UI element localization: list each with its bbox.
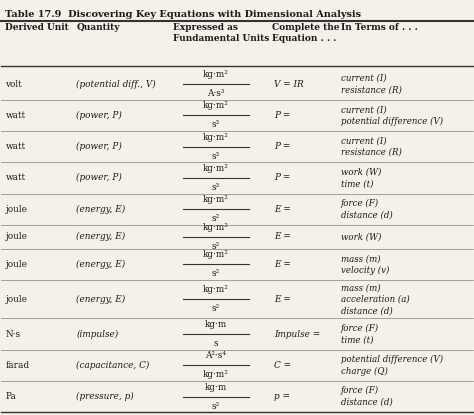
Text: (energy, E): (energy, E) xyxy=(76,205,126,214)
Text: current (I): current (I) xyxy=(341,137,387,145)
Text: force (F): force (F) xyxy=(341,199,379,208)
Text: Expressed as
Fundamental Units: Expressed as Fundamental Units xyxy=(173,23,269,43)
Text: mass (m): mass (m) xyxy=(341,254,381,263)
Text: kg·m²: kg·m² xyxy=(203,101,228,110)
Text: time (t): time (t) xyxy=(341,179,374,188)
Text: (power, P): (power, P) xyxy=(76,111,122,120)
Text: kg·m: kg·m xyxy=(205,320,227,329)
Text: watt: watt xyxy=(5,111,26,120)
Text: N·s: N·s xyxy=(5,330,20,339)
Text: P =: P = xyxy=(274,142,290,151)
Text: s³: s³ xyxy=(212,120,220,129)
Text: kg·m²: kg·m² xyxy=(203,251,228,259)
Text: In Terms of . . .: In Terms of . . . xyxy=(341,23,418,32)
Text: P =: P = xyxy=(274,111,290,120)
Text: current (I): current (I) xyxy=(341,74,387,83)
Text: potential difference (V): potential difference (V) xyxy=(341,117,443,126)
Text: E =: E = xyxy=(274,295,291,304)
Text: kg·m²: kg·m² xyxy=(203,70,228,79)
Text: mass (m): mass (m) xyxy=(341,283,381,292)
Text: Quantity: Quantity xyxy=(76,23,120,32)
Text: s²: s² xyxy=(212,269,220,278)
Text: (capacitance, C): (capacitance, C) xyxy=(76,361,150,370)
Text: s³: s³ xyxy=(212,183,220,192)
Text: volt: volt xyxy=(5,80,22,89)
Text: joule: joule xyxy=(5,295,27,304)
Text: s: s xyxy=(213,339,218,348)
Text: kg·m²: kg·m² xyxy=(203,370,228,379)
Text: distance (d): distance (d) xyxy=(341,398,393,407)
Text: Complete the
Equation . . .: Complete the Equation . . . xyxy=(273,23,340,43)
Text: Pa: Pa xyxy=(5,392,16,401)
Text: kg·m²: kg·m² xyxy=(203,164,228,173)
Text: E =: E = xyxy=(274,232,291,241)
Text: E =: E = xyxy=(274,205,291,214)
Text: resistance (R): resistance (R) xyxy=(341,148,402,157)
Text: joule: joule xyxy=(5,205,27,214)
Text: kg·m²: kg·m² xyxy=(203,133,228,142)
Text: A·s³: A·s³ xyxy=(207,89,224,98)
Text: s²: s² xyxy=(212,304,220,313)
Text: (impulse): (impulse) xyxy=(76,330,118,339)
Text: E =: E = xyxy=(274,260,291,269)
Text: s²: s² xyxy=(212,402,220,410)
Text: kg·m²: kg·m² xyxy=(203,195,228,204)
Text: kg·m²: kg·m² xyxy=(203,285,228,294)
Text: s²: s² xyxy=(212,214,220,223)
Text: watt: watt xyxy=(5,142,26,151)
Text: velocity (v): velocity (v) xyxy=(341,266,389,275)
Text: joule: joule xyxy=(5,232,27,241)
Text: (energy, E): (energy, E) xyxy=(76,295,126,304)
Text: resistance (R): resistance (R) xyxy=(341,85,402,95)
Text: time (t): time (t) xyxy=(341,335,374,344)
Text: watt: watt xyxy=(5,173,26,182)
Text: A²·s⁴: A²·s⁴ xyxy=(205,352,226,360)
Text: s³: s³ xyxy=(212,151,220,161)
Text: Impulse =: Impulse = xyxy=(274,330,320,339)
Text: (energy, E): (energy, E) xyxy=(76,260,126,269)
Text: p =: p = xyxy=(274,392,290,401)
Text: C =: C = xyxy=(274,361,291,370)
Text: P =: P = xyxy=(274,173,290,182)
Text: (power, P): (power, P) xyxy=(76,142,122,151)
Text: Table 17.9  Discovering Key Equations with Dimensional Analysis: Table 17.9 Discovering Key Equations wit… xyxy=(5,10,362,19)
Text: (power, P): (power, P) xyxy=(76,173,122,183)
Text: charge (Q): charge (Q) xyxy=(341,366,388,376)
Text: force (F): force (F) xyxy=(341,324,379,333)
Text: distance (d): distance (d) xyxy=(341,306,393,315)
Text: potential difference (V): potential difference (V) xyxy=(341,355,443,364)
Text: s²: s² xyxy=(212,242,220,251)
Text: work (W): work (W) xyxy=(341,168,382,177)
Text: current (I): current (I) xyxy=(341,105,387,114)
Text: work (W): work (W) xyxy=(341,232,382,241)
Text: distance (d): distance (d) xyxy=(341,210,393,220)
Text: joule: joule xyxy=(5,260,27,269)
Text: farad: farad xyxy=(5,361,29,370)
Text: (pressure, p): (pressure, p) xyxy=(76,392,134,401)
Text: (potential diff., V): (potential diff., V) xyxy=(76,80,156,89)
Text: acceleration (a): acceleration (a) xyxy=(341,295,410,304)
Text: kg·m²: kg·m² xyxy=(203,223,228,232)
Text: kg·m: kg·m xyxy=(205,383,227,392)
Text: force (F): force (F) xyxy=(341,386,379,395)
Text: Derived Unit: Derived Unit xyxy=(5,23,69,32)
Text: V = IR: V = IR xyxy=(274,80,303,89)
Text: (energy, E): (energy, E) xyxy=(76,232,126,242)
